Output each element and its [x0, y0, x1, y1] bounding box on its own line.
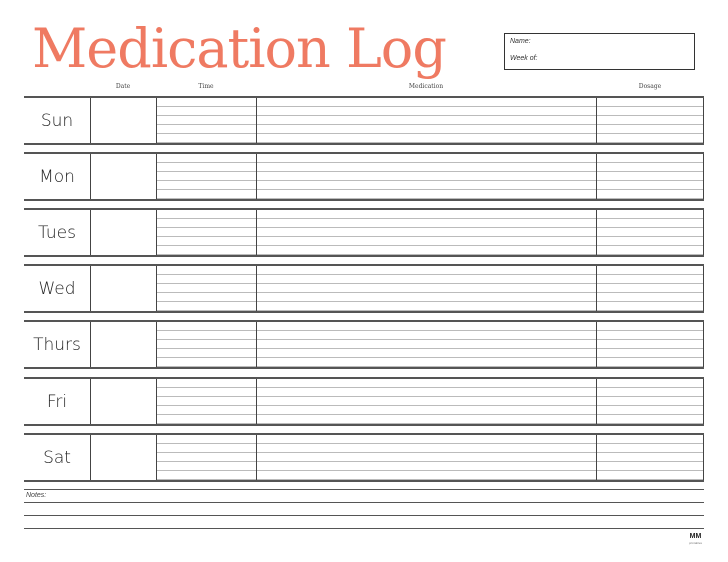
notes-line[interactable] [24, 515, 704, 516]
ruled-lines [157, 98, 256, 143]
ruled-lines [597, 98, 704, 143]
ruled-lines [597, 210, 704, 255]
notes-line[interactable] [24, 502, 704, 503]
day-row: Tues [24, 208, 704, 257]
row-right-border [703, 98, 704, 143]
ruled-lines [157, 210, 256, 255]
date-cell[interactable] [90, 154, 156, 199]
medication-cell[interactable] [256, 322, 596, 367]
ruled-lines [157, 435, 256, 480]
dosage-cell[interactable] [596, 98, 704, 143]
ruled-lines [157, 322, 256, 367]
time-cell[interactable] [156, 322, 256, 367]
date-cell[interactable] [90, 98, 156, 143]
dosage-cell[interactable] [596, 210, 704, 255]
week-field-label[interactable]: Week of: [510, 55, 538, 62]
time-cell[interactable] [156, 154, 256, 199]
page-title: Medication Log [32, 17, 447, 80]
ruled-lines [597, 435, 704, 480]
day-row: Sun [24, 96, 704, 145]
day-label: Wed [38, 278, 76, 299]
column-header-medication: Medication [408, 83, 444, 90]
medication-cell[interactable] [256, 379, 596, 424]
column-header-dosage: Dosage [638, 83, 662, 90]
ruled-lines [257, 322, 596, 367]
row-right-border [703, 266, 704, 311]
time-cell[interactable] [156, 379, 256, 424]
day-row: Sat [24, 433, 704, 482]
date-cell[interactable] [90, 266, 156, 311]
dosage-cell[interactable] [596, 379, 704, 424]
brand-logo: MM printables [689, 533, 702, 547]
ruled-lines [257, 154, 596, 199]
date-cell[interactable] [90, 435, 156, 480]
ruled-lines [597, 322, 704, 367]
ruled-lines [157, 154, 256, 199]
ruled-lines [597, 266, 704, 311]
notes-line[interactable] [24, 528, 704, 529]
medication-cell[interactable] [256, 435, 596, 480]
logo-text: printables [689, 541, 703, 545]
ruled-lines [257, 266, 596, 311]
row-right-border [703, 379, 704, 424]
row-right-border [703, 435, 704, 480]
date-cell[interactable] [90, 210, 156, 255]
dosage-cell[interactable] [596, 435, 704, 480]
ruled-lines [257, 210, 596, 255]
notes-label: Notes: [26, 492, 47, 499]
day-row: Fri [24, 377, 704, 426]
day-row: Thurs [24, 320, 704, 369]
ruled-lines [257, 379, 596, 424]
time-cell[interactable] [156, 435, 256, 480]
day-label: Mon [39, 166, 75, 187]
dosage-cell[interactable] [596, 322, 704, 367]
row-right-border [703, 154, 704, 199]
ruled-lines [157, 379, 256, 424]
day-label: Thurs [33, 334, 81, 355]
date-cell[interactable] [90, 379, 156, 424]
date-cell[interactable] [90, 322, 156, 367]
day-label: Sun [40, 110, 74, 131]
medication-cell[interactable] [256, 266, 596, 311]
column-header-date: Date [115, 83, 131, 90]
name-week-box: Name: Week of: [504, 33, 695, 70]
logo-mark: MM [689, 533, 702, 540]
day-label: Tues [38, 222, 76, 243]
time-cell[interactable] [156, 98, 256, 143]
time-cell[interactable] [156, 266, 256, 311]
medication-cell[interactable] [256, 210, 596, 255]
day-row: Wed [24, 264, 704, 313]
dosage-cell[interactable] [596, 266, 704, 311]
ruled-lines [257, 98, 596, 143]
ruled-lines [257, 435, 596, 480]
day-label: Fri [46, 391, 68, 412]
dosage-cell[interactable] [596, 154, 704, 199]
medication-cell[interactable] [256, 98, 596, 143]
ruled-lines [597, 154, 704, 199]
medication-cell[interactable] [256, 154, 596, 199]
column-header-time: Time [198, 83, 214, 90]
notes-top-line [24, 489, 704, 490]
name-field-label[interactable]: Name: [510, 38, 531, 45]
ruled-lines [157, 266, 256, 311]
row-right-border [703, 322, 704, 367]
day-row: Mon [24, 152, 704, 201]
ruled-lines [597, 379, 704, 424]
row-right-border [703, 210, 704, 255]
time-cell[interactable] [156, 210, 256, 255]
day-label: Sat [43, 447, 71, 468]
